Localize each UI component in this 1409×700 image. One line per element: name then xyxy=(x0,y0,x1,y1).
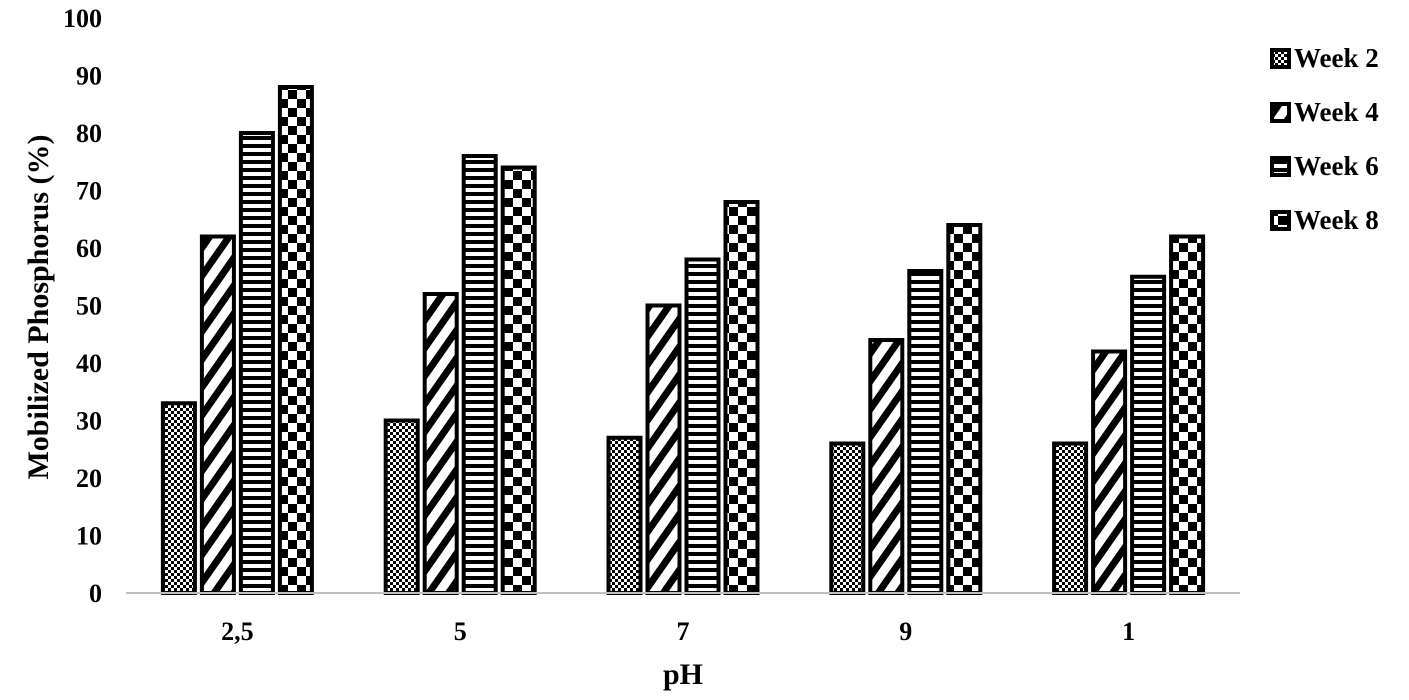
bar xyxy=(907,269,944,595)
legend-swatch xyxy=(1270,48,1291,69)
bar xyxy=(868,338,905,595)
bar xyxy=(277,85,314,595)
bar xyxy=(461,154,498,595)
y-tick-label: 80 xyxy=(76,119,102,148)
x-tick-label: 7 xyxy=(677,617,690,646)
y-tick-label: 90 xyxy=(76,62,102,91)
bar xyxy=(684,257,721,595)
bar xyxy=(238,131,275,595)
bar xyxy=(829,441,866,595)
bar xyxy=(1091,349,1128,595)
x-axis-tick-labels: 2,5 5 7 9 1 xyxy=(221,617,1135,646)
legend: Week 2 Week 4 Week 6 Week 8 xyxy=(1270,43,1379,235)
x-axis-title: pH xyxy=(663,658,703,691)
bar xyxy=(1130,274,1167,595)
bar xyxy=(422,292,459,595)
x-tick-label: 2,5 xyxy=(221,617,254,646)
bar xyxy=(160,401,197,595)
legend-swatch xyxy=(1270,210,1291,231)
bar xyxy=(946,223,983,595)
bar xyxy=(645,303,682,595)
bar xyxy=(383,418,420,595)
bar xyxy=(500,165,537,595)
y-tick-label: 50 xyxy=(76,292,102,321)
y-axis-tick-labels: 0 10 20 30 40 50 60 70 80 90 100 xyxy=(63,4,102,608)
bar xyxy=(199,234,236,595)
x-tick-label: 1 xyxy=(1122,617,1135,646)
legend-label: Week 2 xyxy=(1294,43,1379,73)
legend-label: Week 8 xyxy=(1294,205,1379,235)
y-tick-label: 20 xyxy=(76,464,102,493)
y-tick-label: 40 xyxy=(76,349,102,378)
legend-label: Week 6 xyxy=(1294,151,1379,181)
y-tick-label: 60 xyxy=(76,234,102,263)
y-tick-label: 100 xyxy=(63,4,102,33)
y-tick-label: 30 xyxy=(76,407,102,436)
legend-label: Week 4 xyxy=(1294,97,1379,127)
bar xyxy=(1169,234,1206,595)
y-tick-label: 70 xyxy=(76,177,102,206)
legend-swatch xyxy=(1270,102,1291,123)
bar xyxy=(606,435,643,595)
bar xyxy=(723,200,760,595)
x-tick-label: 5 xyxy=(454,617,467,646)
y-tick-label: 10 xyxy=(76,522,102,551)
x-tick-label: 9 xyxy=(899,617,912,646)
bars xyxy=(160,85,1206,595)
y-axis-title: Mobilized Phosphorus (%) xyxy=(22,134,55,479)
legend-swatch xyxy=(1270,156,1291,177)
y-tick-label: 0 xyxy=(89,579,102,608)
bar xyxy=(1052,441,1089,595)
